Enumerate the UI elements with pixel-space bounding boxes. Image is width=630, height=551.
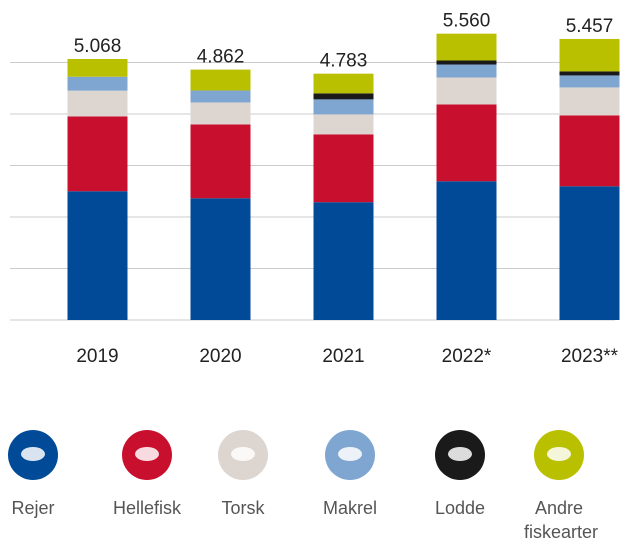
legend-label: Rejer — [11, 498, 55, 518]
bar-segment — [436, 181, 497, 320]
bar-segment — [559, 115, 620, 187]
bar-segment — [313, 134, 374, 203]
legend-item: Lodde — [410, 430, 510, 520]
bar-segment — [436, 64, 497, 78]
legend-item: Andre fiskearter — [509, 430, 609, 544]
bar-segment — [559, 87, 620, 116]
bar-segment — [313, 73, 374, 94]
total-label: 5.068 — [74, 36, 122, 57]
legend-label: Makrel — [322, 498, 377, 518]
total-label: 5.457 — [566, 16, 614, 37]
x-tick-label: 2019 — [76, 346, 118, 367]
legend-item: Makrel — [300, 430, 400, 520]
x-tick-label: 2022* — [442, 346, 492, 367]
bar-segment — [190, 124, 251, 199]
x-tick-label: 2023** — [561, 346, 619, 367]
bar-segment — [436, 33, 497, 61]
x-tick-label: 2020 — [199, 346, 241, 367]
bar-segment — [436, 104, 497, 182]
bar-segment — [313, 202, 374, 320]
bar-segment — [67, 191, 128, 320]
bar-segment — [190, 69, 251, 91]
legend-icon — [8, 430, 58, 480]
bar-segment — [67, 58, 128, 77]
bar-segment — [436, 77, 497, 105]
bar-segment — [190, 198, 251, 320]
legend-icon — [122, 430, 172, 480]
bar-segment — [559, 38, 620, 72]
legend-item: Hellefisk — [97, 430, 197, 520]
legend-label: Lodde — [434, 498, 486, 518]
legend-label: Andre fiskearter — [524, 498, 599, 542]
legend-item: Rejer — [0, 430, 83, 520]
bar-segment — [67, 116, 128, 192]
bar-segment — [190, 90, 251, 103]
bar-segment — [67, 90, 128, 117]
bar-segment — [190, 102, 251, 125]
legend-item: Torsk — [193, 430, 293, 520]
total-label: 4.783 — [320, 51, 368, 72]
bar-segment — [559, 186, 620, 320]
legend-icon — [325, 430, 375, 480]
bar-segment — [436, 60, 497, 65]
bar-segment — [559, 75, 620, 88]
bar-segment — [313, 114, 374, 135]
total-label: 5.560 — [443, 11, 491, 32]
bar-segment — [313, 99, 374, 115]
bar-segment — [313, 93, 374, 100]
legend-icon — [534, 430, 584, 480]
total-label: 4.862 — [197, 47, 245, 68]
legend-label: Hellefisk — [112, 498, 182, 518]
chart: 5.068 2019 4.862 2020 4.783 2021 5.560 2022* 5.4… — [10, 11, 620, 367]
x-tick-label: 2021 — [322, 346, 364, 367]
legend-icon — [435, 430, 485, 480]
legend-icon — [218, 430, 268, 480]
bar-segment — [67, 76, 128, 91]
legend-label: Torsk — [221, 498, 265, 518]
bar-segment — [559, 71, 620, 76]
